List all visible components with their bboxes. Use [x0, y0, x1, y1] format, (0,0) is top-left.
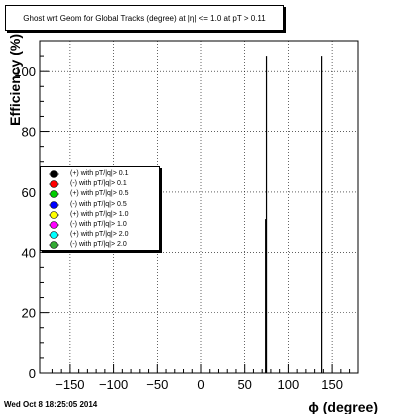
x-tick-label: −100 [99, 377, 128, 392]
x-tick-label: 0 [197, 377, 204, 392]
legend-item: (+) with pT/|q|> 1.0 [41, 210, 159, 220]
legend-item: (-) with pT/|q|> 2.0 [41, 240, 159, 250]
x-tick-label: 100 [278, 377, 300, 392]
legend-item: (+) with pT/|q|> 0.5 [41, 189, 159, 199]
legend-label: (-) with pT/|q|> 1.0 [70, 221, 127, 228]
legend-label: (+) with pT/|q|> 1.0 [70, 210, 129, 218]
legend-marker-icon [49, 241, 59, 250]
legend-item: (+) with pT/|q|> 2.0 [41, 230, 159, 240]
x-tick-label: −150 [55, 377, 84, 392]
legend-marker-icon [49, 180, 59, 188]
y-tick-label: 40 [22, 245, 36, 260]
legend-marker-icon [49, 210, 59, 219]
legend-item: (+) with pT/|q|> 0.1 [41, 169, 159, 179]
x-tick-label: 150 [321, 377, 343, 392]
y-tick-label: 80 [22, 125, 36, 140]
legend-item: (-) with pT/|q|> 1.0 [41, 220, 159, 230]
data-bars [265, 56, 323, 373]
legend-marker-icon [49, 231, 59, 239]
legend-marker-icon [49, 200, 59, 209]
y-axis-title: Efficiency (%) [7, 34, 23, 126]
legend-marker-icon [49, 170, 59, 178]
legend-marker-icon [49, 221, 59, 229]
legend-item: (-) with pT/|q|> 0.1 [41, 179, 159, 189]
legend-label: (-) with pT/|q|> 0.1 [70, 180, 127, 188]
x-tick-label: 50 [237, 377, 251, 392]
y-tick-label: 0 [29, 366, 36, 381]
x-tick-labels: −150 −100 −50 0 50 100 150 [55, 377, 343, 392]
legend: (+) with pT/|q|> 0.1 (-) with pT/|q|> 0.1… [40, 166, 160, 251]
axis-ticks [40, 40, 351, 374]
legend-item: (-) with pT/|q|> 0.5 [41, 200, 159, 210]
legend-label: (-) with pT/|q|> 0.5 [70, 200, 127, 208]
chart-title: Ghost wrt Geom for Global Tracks (degree… [5, 5, 284, 31]
timestamp: Wed Oct 8 18:25:05 2014 [4, 400, 98, 409]
y-tick-label: 60 [22, 185, 36, 200]
legend-label: (+) with pT/|q|> 0.5 [70, 190, 129, 198]
legend-marker-icon [49, 190, 59, 199]
x-axis-title: ϕ (degree) [308, 399, 378, 414]
x-tick-label: −50 [146, 377, 168, 392]
y-tick-labels: 0 20 40 60 80 100 [14, 64, 36, 381]
y-tick-label: 20 [22, 306, 36, 321]
legend-label: (-) with pT/|q|> 2.0 [70, 241, 127, 249]
y-tick-label: 100 [14, 64, 36, 79]
legend-label: (+) with pT/|q|> 2.0 [70, 231, 129, 239]
legend-label: (+) with pT/|q|> 0.1 [70, 170, 129, 177]
